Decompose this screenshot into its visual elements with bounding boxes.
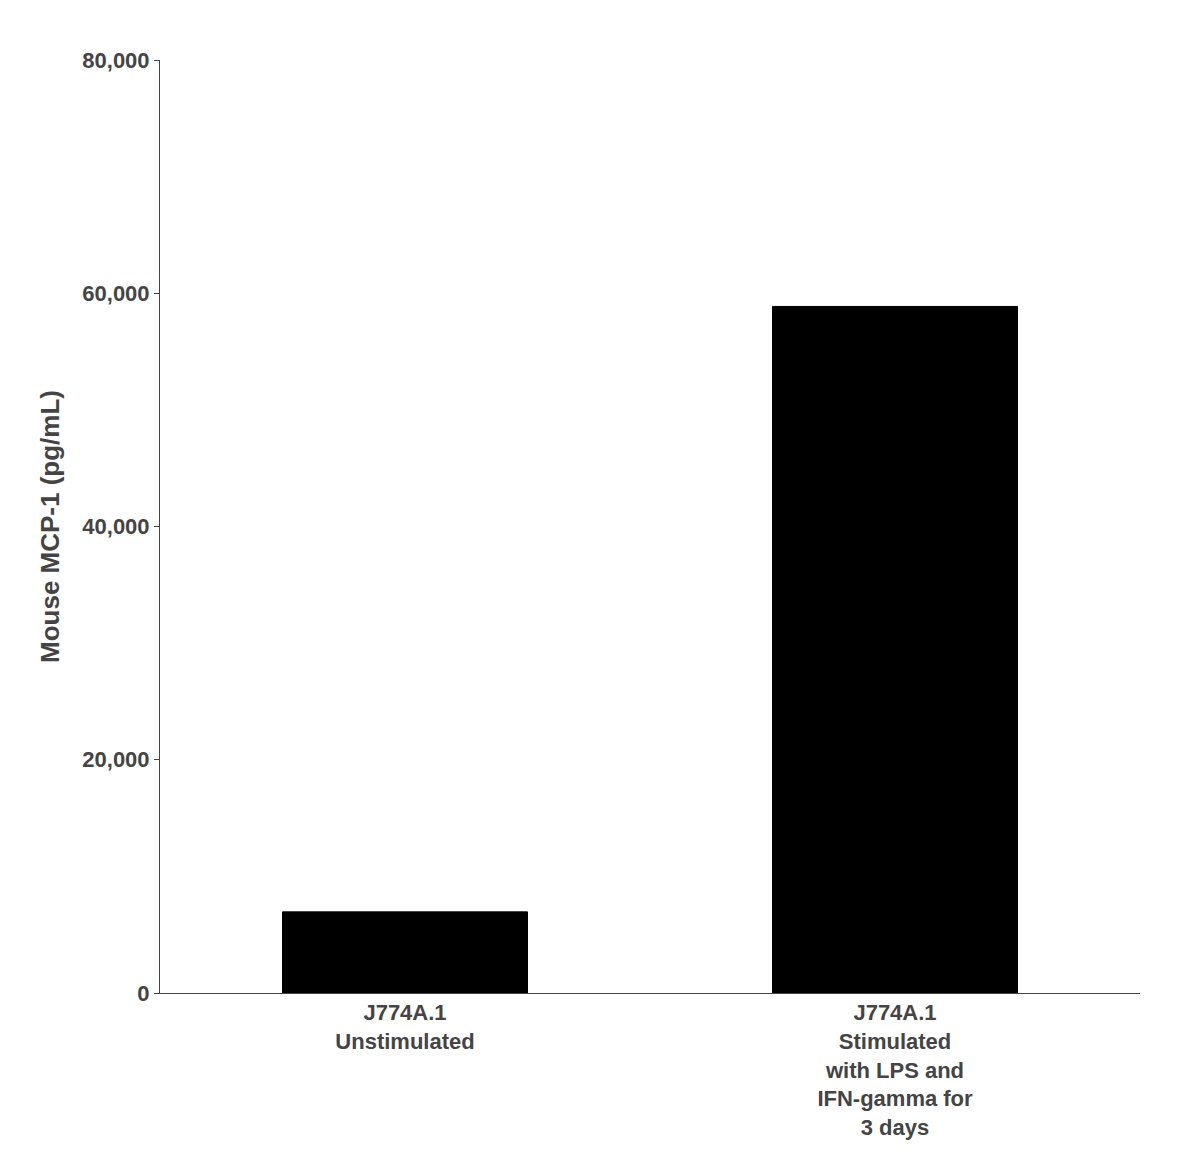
svg-text:20,000: 20,000 (82, 747, 149, 772)
svg-text:Mouse MCP-1 (pg/mL): Mouse MCP-1 (pg/mL) (35, 390, 65, 663)
svg-text:J774A.1Unstimulated: J774A.1Unstimulated (335, 1000, 474, 1054)
svg-text:80,000: 80,000 (82, 48, 149, 73)
svg-text:60,000: 60,000 (82, 281, 149, 306)
svg-text:40,000: 40,000 (82, 514, 149, 539)
svg-text:0: 0 (137, 981, 149, 1006)
svg-text:J774A.1Stimulatedwith LPS andI: J774A.1Stimulatedwith LPS andIFN-gamma f… (817, 1000, 973, 1139)
